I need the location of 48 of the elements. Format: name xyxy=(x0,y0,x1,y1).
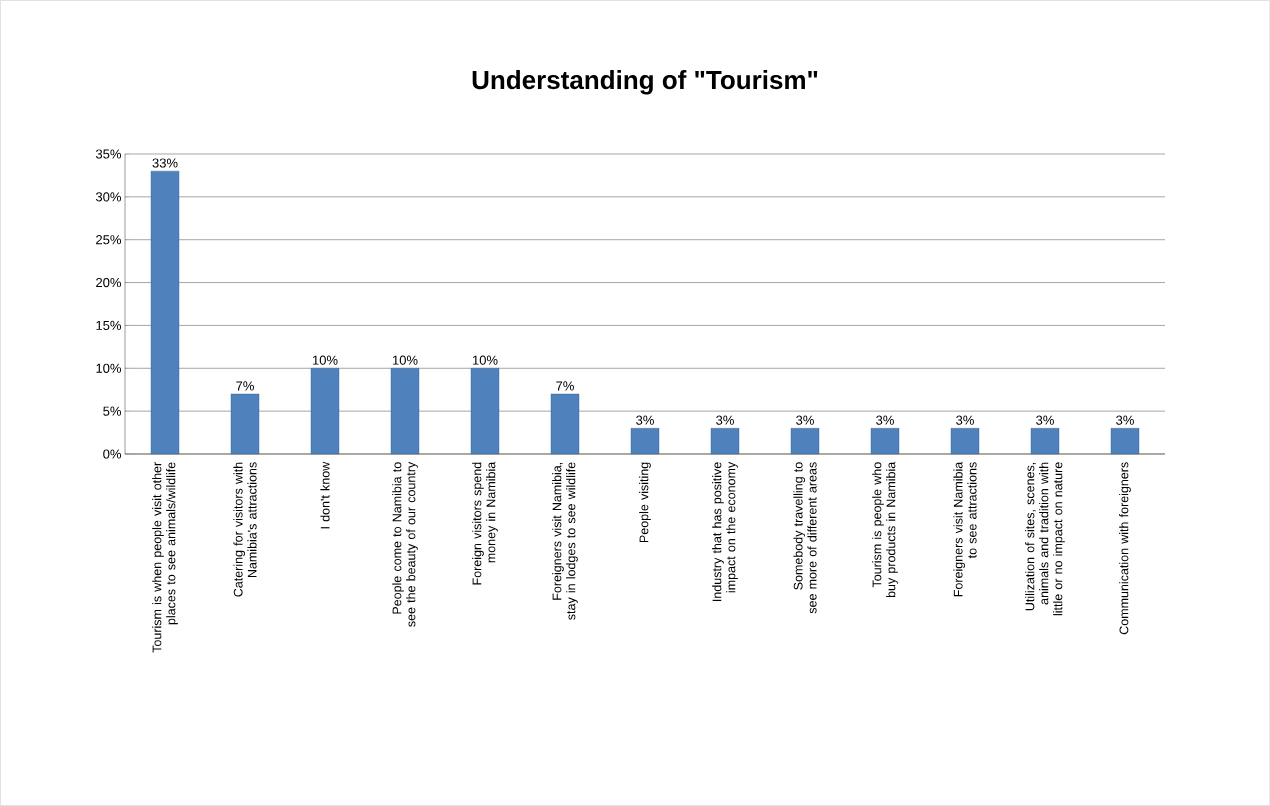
data-label: 7% xyxy=(556,381,574,391)
data-label: 3% xyxy=(1036,415,1054,425)
bar xyxy=(870,428,900,455)
data-label: 3% xyxy=(876,415,894,425)
data-label: 10% xyxy=(312,355,338,365)
y-tick-label: 15% xyxy=(96,320,122,330)
data-label: 3% xyxy=(1116,415,1134,425)
data-label: 3% xyxy=(956,415,974,425)
data-label: 7% xyxy=(236,381,254,391)
y-tick-label: 10% xyxy=(96,363,122,373)
bar xyxy=(1110,428,1140,455)
bar xyxy=(550,393,580,455)
y-tick-label: 30% xyxy=(95,192,122,202)
x-tick-label: Industry that has positive impact on the economy xyxy=(712,461,738,601)
y-tick-label: 25% xyxy=(96,235,122,245)
y-tick-label: 35% xyxy=(95,149,122,159)
x-tick-label: I don't know xyxy=(320,461,330,529)
x-tick-label: Utilization of sites, scenes, animals and tradition with little or no impact on nature xyxy=(1025,462,1065,616)
data-label: 3% xyxy=(716,415,734,425)
bar xyxy=(470,368,500,455)
y-tick-label: 0% xyxy=(103,449,122,459)
x-tick-label: Foreigners visit Namibia, stay in lodges to see wildlife xyxy=(552,462,578,620)
y-tick-label: 5% xyxy=(103,406,122,416)
bar xyxy=(310,368,340,455)
bar xyxy=(790,428,820,455)
data-label: 3% xyxy=(796,415,814,425)
x-tick-label: Foreigners visit Namibia to see attractions xyxy=(953,461,977,597)
data-label: 10% xyxy=(392,355,418,365)
bar xyxy=(710,428,740,455)
x-tick-label: Communication with foreigners xyxy=(1119,462,1131,635)
data-label: 3% xyxy=(636,415,654,425)
bar xyxy=(950,428,980,455)
x-tick-label: Catering for visitors with Namibia's attractions xyxy=(233,462,257,597)
x-tick-label: Foreign visitors spend money in Namibia xyxy=(472,461,498,585)
y-tick-label: 20% xyxy=(96,277,122,288)
data-label: 10% xyxy=(472,355,498,365)
chart-title: Understanding of "Tourism" xyxy=(472,70,818,95)
data-label: 33% xyxy=(152,158,178,168)
bar xyxy=(1030,428,1060,455)
bar xyxy=(150,170,180,455)
x-tick-label: Somebody travelling to see more of different areas xyxy=(793,462,817,614)
bar xyxy=(230,393,260,455)
x-tick-label: Tourism is when people visit other places to see animals/wildlife xyxy=(152,462,178,653)
x-tick-label: Tourism is people who buy products in Namibia xyxy=(872,461,898,598)
bar xyxy=(630,428,660,455)
x-tick-label: People come to Namibia to see the beauty of our country xyxy=(392,461,418,627)
bar xyxy=(390,368,420,455)
x-tick-label: People visiting xyxy=(639,462,651,543)
